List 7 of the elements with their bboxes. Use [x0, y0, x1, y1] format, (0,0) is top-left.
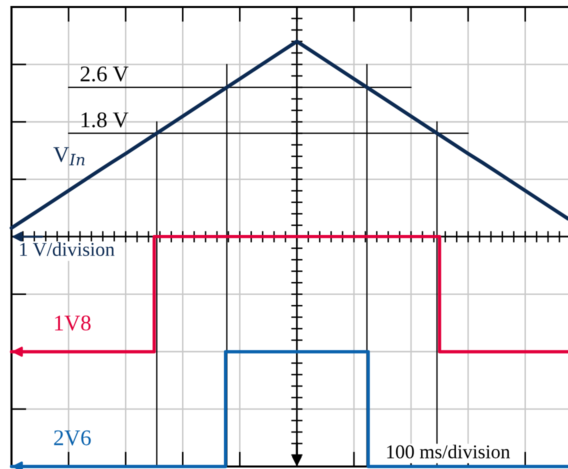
- series-label: 2V6: [54, 430, 91, 446]
- series-label: 1V8: [55, 316, 91, 331]
- ref-line-label: 1.8 V: [82, 112, 128, 128]
- annotation: 1 V/division: [20, 242, 114, 256]
- ref-line-label: 2.6 V: [80, 66, 128, 82]
- series-label: V$_{In}$: [53, 147, 84, 166]
- annotation: 100 ms/division: [387, 444, 510, 458]
